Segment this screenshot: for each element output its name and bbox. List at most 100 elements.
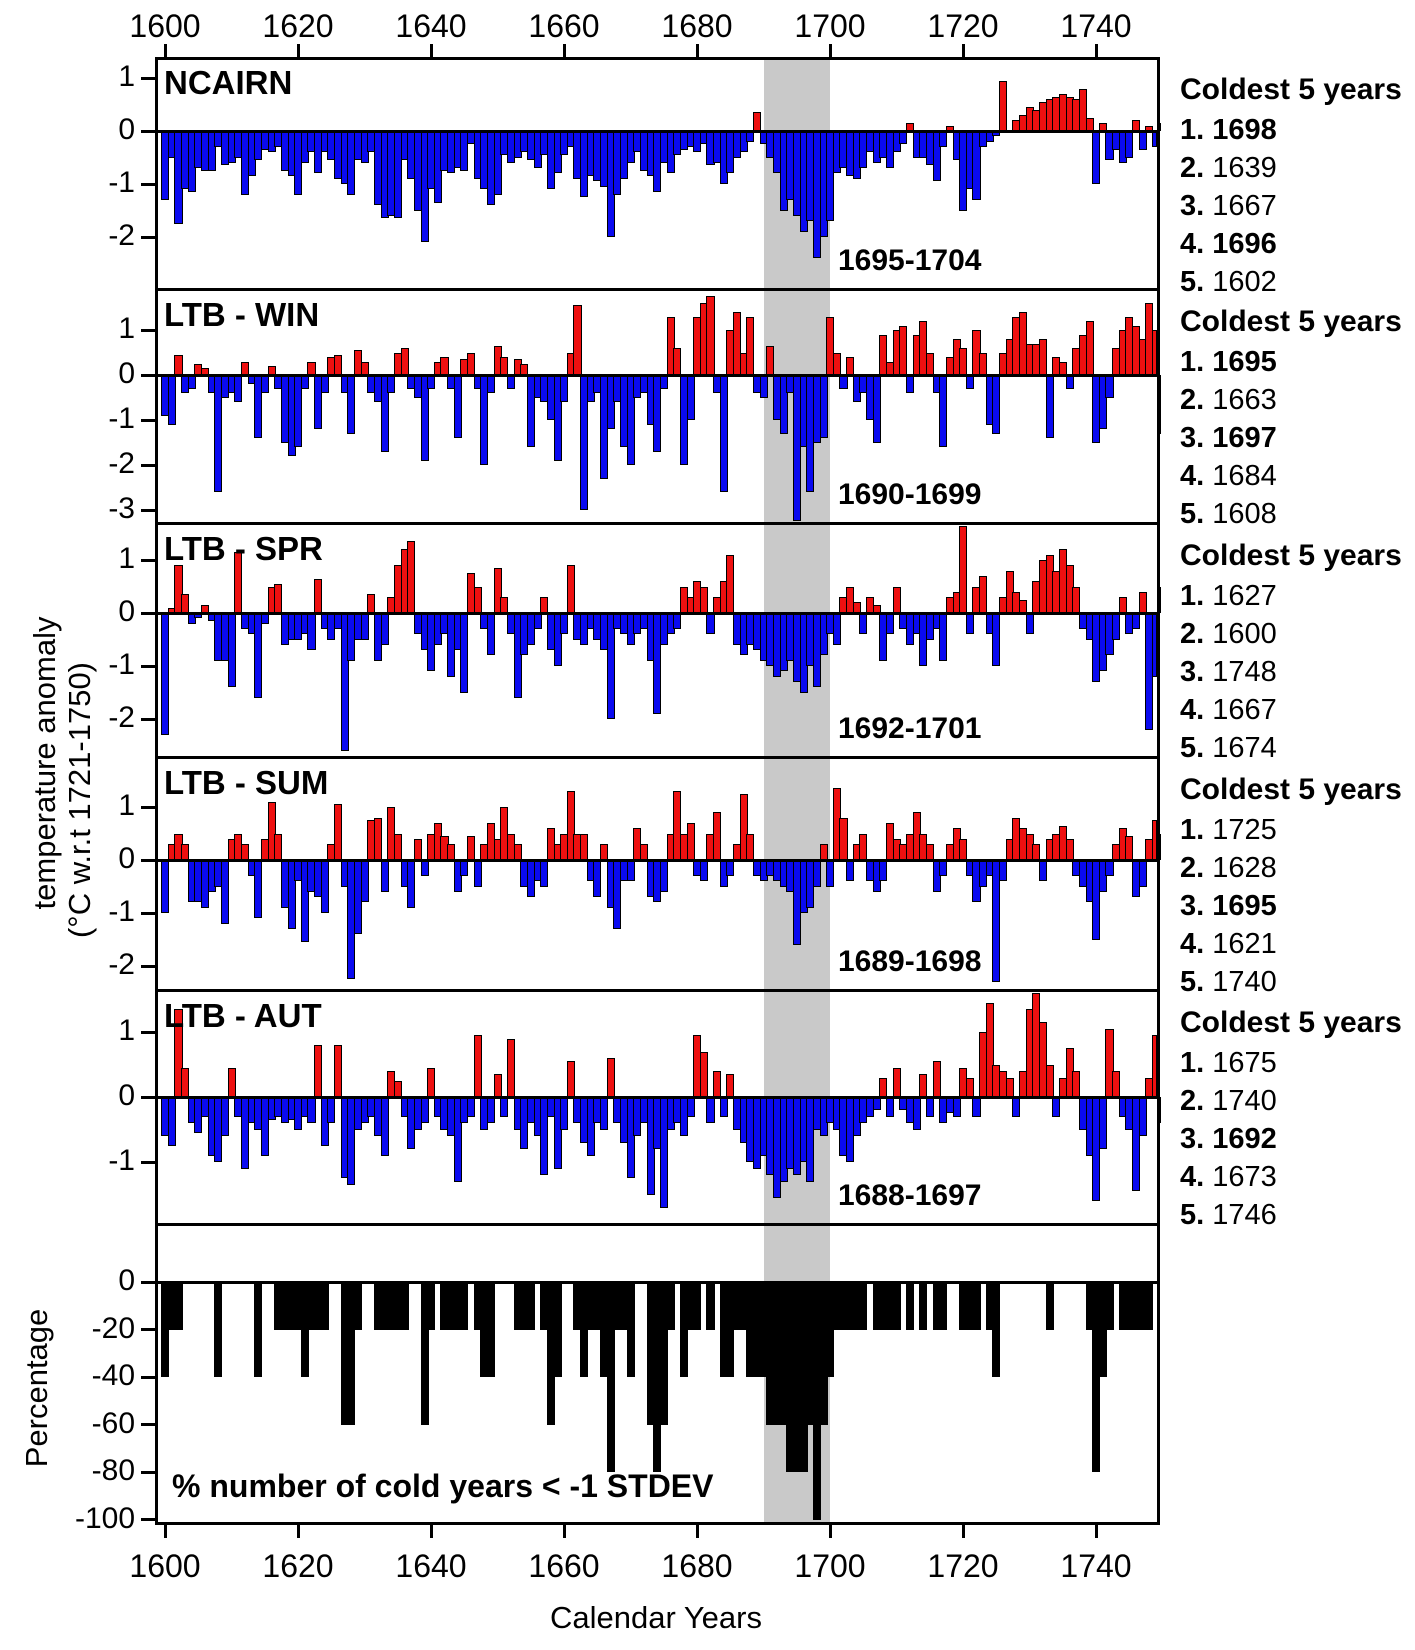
- top-axis-label-1660: 1660: [528, 8, 600, 44]
- bar-LTB-SPR-1667: [606, 613, 615, 719]
- bar-LTB-SPR-1701: [832, 613, 841, 645]
- coldest-5-years-title-LTB-AUT: Coldest 5 years: [1180, 1006, 1402, 1039]
- zero-line-NCAIRN: [157, 129, 1158, 133]
- bar-LTB-SUM-1700: [826, 860, 835, 887]
- bar-percentage-1663: [580, 1282, 589, 1377]
- bar-LTB-WIN-1688: [746, 316, 755, 375]
- bar-LTB-AUT-1601: [167, 1097, 176, 1146]
- bar-LTB-AUT-1610: [227, 1067, 236, 1097]
- coldest-year-item-LTB-WIN-1684: 4. 1684: [1180, 457, 1415, 495]
- coldest-rank: 2.: [1180, 152, 1213, 184]
- bar-percentage-1725: [992, 1282, 1001, 1377]
- bar-LTB-SPR-1749: [1152, 613, 1157, 677]
- coldest-year-item-LTB-SPR-1667: 4. 1667: [1180, 691, 1415, 729]
- bar-NCAIRN-1750: [1158, 123, 1161, 131]
- bottom-axis-tick-1660: [562, 1525, 566, 1538]
- bar-LTB-SUM-1703: [846, 860, 855, 882]
- panel-separator-2: [155, 521, 1160, 525]
- coldest-year: 1725: [1212, 814, 1277, 846]
- coldest-5-years-title-LTB-WIN: Coldest 5 years: [1180, 305, 1402, 338]
- bar-LTB-AUT-1667: [606, 1058, 615, 1097]
- bar-LTB-AUT-1646: [467, 1097, 476, 1117]
- bar-LTB-AUT-1722: [972, 1097, 981, 1117]
- bar-LTB-WIN-1626: [334, 354, 343, 375]
- bar-NCAIRN-1689: [753, 112, 762, 131]
- bottom-axis-tick-1620: [296, 1525, 300, 1538]
- y-tick-percentage--80: [141, 1470, 155, 1474]
- bar-LTB-AUT-1713: [912, 1097, 921, 1130]
- zero-line-LTB-SUM: [157, 858, 1158, 862]
- bar-LTB-SUM-1645: [460, 860, 469, 876]
- bar-LTB-AUT-1707: [872, 1097, 881, 1110]
- bar-LTB-AUT-1622: [307, 1097, 316, 1123]
- bar-LTB-SUM-1657: [540, 860, 549, 887]
- coldest-year-item-LTB-AUT-1675: 1. 1675: [1180, 1044, 1415, 1082]
- bar-LTB-SUM-1670: [626, 860, 635, 882]
- y-axis-label-temperature-line1: temperature anomaly: [27, 616, 62, 910]
- bar-percentage-1636: [400, 1282, 409, 1330]
- bar-percentage-1686: [733, 1282, 742, 1330]
- bar-percentage-1679: [686, 1282, 695, 1330]
- bar-percentage-1639: [420, 1282, 429, 1425]
- bar-LTB-SPR-1717: [939, 613, 948, 661]
- coldest-year: 1628: [1212, 852, 1277, 884]
- y-tick-LTB-SUM--1: [141, 911, 155, 915]
- coldest-year-item-LTB-WIN-1697: 3. 1697: [1180, 419, 1415, 457]
- panel-separator-3: [155, 755, 1160, 759]
- bar-LTB-WIN-1682: [706, 296, 715, 375]
- y-tick-percentage--60: [141, 1423, 155, 1426]
- bar-LTB-SUM-1638: [413, 838, 422, 860]
- coldest-year: 1748: [1212, 656, 1277, 688]
- bar-LTB-AUT-1682: [706, 1097, 715, 1123]
- bar-LTB-AUT-1741: [1098, 1097, 1107, 1149]
- annotation-NCAIRN: 1695-1704: [838, 244, 982, 277]
- bar-LTB-SUM-1679: [686, 822, 695, 860]
- bar-LTB-WIN-1733: [1045, 375, 1054, 438]
- bar-LTB-AUT-1660: [560, 1097, 569, 1130]
- bottom-axis-tick-1600: [163, 1525, 167, 1538]
- bar-LTB-WIN-1601: [167, 375, 176, 425]
- bar-LTB-WIN-1621: [300, 375, 309, 389]
- bar-percentage-1653: [513, 1282, 522, 1330]
- bar-LTB-WIN-1604: [187, 375, 196, 389]
- bar-percentage-1703: [846, 1282, 855, 1330]
- y-tick-label-LTB-SPR-0: 0: [118, 595, 135, 628]
- coldest-year-item-LTB-SPR-1600: 2. 1600: [1180, 615, 1415, 653]
- coldest-year: 1695: [1212, 346, 1277, 378]
- bar-LTB-WIN-1712: [905, 375, 915, 393]
- y-tick-label-LTB-AUT-1: 1: [118, 1014, 135, 1047]
- bar-LTB-WIN-1684: [719, 375, 728, 492]
- bar-LTB-AUT-1640: [427, 1067, 436, 1097]
- bar-percentage-1674: [653, 1282, 662, 1472]
- coldest-rank: 3.: [1180, 190, 1213, 222]
- bar-NCAIRN-1749: [1152, 131, 1157, 147]
- bar-LTB-WIN-1703: [846, 357, 855, 375]
- bar-percentage-1668: [613, 1282, 622, 1330]
- bar-percentage-1664: [586, 1282, 595, 1330]
- bar-percentage-1747: [1138, 1282, 1147, 1330]
- bar-LTB-AUT-1721: [965, 1077, 974, 1097]
- y-tick-NCAIRN--2: [141, 235, 155, 239]
- bar-LTB-AUT-1749: [1152, 1035, 1157, 1097]
- bar-LTB-WIN-1711: [899, 325, 908, 375]
- bar-LTB-SUM-1685: [726, 860, 735, 876]
- coldest-year-item-LTB-AUT-1692: 3. 1692: [1180, 1120, 1415, 1158]
- bottom-axis-label-1720: 1720: [927, 1548, 999, 1584]
- bar-LTB-SPR-1746: [1132, 613, 1141, 629]
- coldest-rank: 4.: [1180, 1161, 1213, 1193]
- bar-percentage-1657: [540, 1282, 549, 1330]
- bar-percentage-1640: [427, 1282, 436, 1330]
- y-tick-label-LTB-SUM--2: -2: [108, 948, 135, 981]
- y-tick-percentage--40: [141, 1375, 155, 1379]
- y-tick-label-percentage--40: -40: [91, 1359, 135, 1392]
- bar-LTB-WIN-1646: [467, 352, 476, 375]
- bar-LTB-WIN-1634: [387, 375, 396, 393]
- bar-percentage-1644: [453, 1282, 462, 1330]
- bar-percentage-1685: [726, 1282, 735, 1377]
- bar-LTB-SPR-1631: [367, 594, 376, 613]
- coldest-year: 1698: [1212, 114, 1277, 146]
- top-axis-label-1600: 1600: [129, 8, 201, 44]
- coldest-year: 1697: [1212, 422, 1277, 454]
- coldest-rank: 4.: [1180, 460, 1213, 492]
- bar-percentage-1688: [746, 1282, 755, 1377]
